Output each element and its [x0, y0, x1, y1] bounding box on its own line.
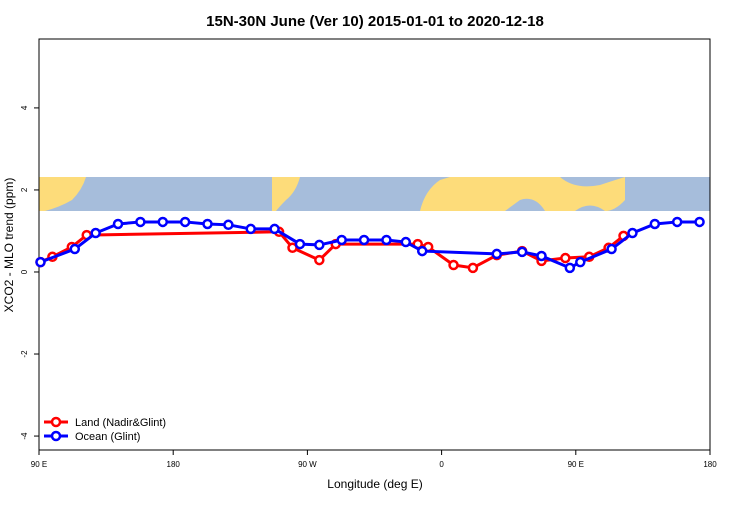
y-axis-label: XCO2 - MLO trend (ppm) [2, 178, 16, 313]
data-point [245, 223, 256, 235]
y-tick-label: 4 [20, 105, 29, 110]
legend-label: Ocean (Glint) [75, 431, 140, 443]
data-point [269, 223, 280, 235]
data-point [491, 248, 503, 260]
data-point [448, 259, 459, 271]
data-point [358, 234, 370, 246]
legend-marker [50, 416, 62, 428]
data-point [112, 218, 124, 230]
data-point [381, 234, 392, 246]
y-tick-label: 2 [20, 187, 29, 192]
data-point [223, 219, 234, 231]
series-line [39, 220, 700, 270]
data-point [467, 262, 479, 274]
legend-marker [50, 430, 62, 442]
data-point [90, 227, 101, 239]
x-tick-label: 180 [167, 460, 181, 469]
data-point [314, 254, 325, 266]
y-tick-label: -2 [20, 350, 29, 358]
data-point [135, 216, 146, 228]
data-point [314, 239, 325, 251]
x-tick-label: 90 E [31, 460, 47, 469]
x-tick-label: 180 [703, 460, 717, 469]
y-tick-label: -4 [20, 432, 29, 440]
data-point [336, 234, 347, 246]
series-line [39, 230, 625, 270]
data-point [516, 246, 528, 258]
x-axis-label: Longitude (deg E) [327, 477, 422, 491]
data-point [202, 218, 213, 230]
data-point [606, 243, 617, 255]
data-point [694, 216, 705, 228]
x-tick-label: 90 W [298, 460, 317, 469]
map-band [39, 177, 710, 211]
plot-frame [38, 38, 711, 451]
legend-label: Land (Nadir&Glint) [75, 417, 166, 429]
data-point [416, 245, 428, 257]
chart-title: 15N-30N June (Ver 10) 2015-01-01 to 2020… [206, 13, 544, 30]
data-point [536, 250, 547, 262]
x-tick-label: 0 [439, 460, 444, 469]
data-point [671, 216, 683, 228]
data-point [400, 236, 412, 248]
data-point [69, 243, 81, 255]
data-point [564, 262, 576, 274]
y-tick-label: 0 [20, 269, 29, 274]
data-point [294, 238, 306, 250]
data-point [157, 216, 169, 228]
data-point [35, 256, 46, 268]
x-tick-label: 90 E [568, 460, 584, 469]
data-point [627, 227, 638, 239]
data-point [560, 252, 571, 264]
data-point [179, 216, 191, 228]
data-point [575, 256, 586, 268]
data-point [649, 218, 661, 230]
